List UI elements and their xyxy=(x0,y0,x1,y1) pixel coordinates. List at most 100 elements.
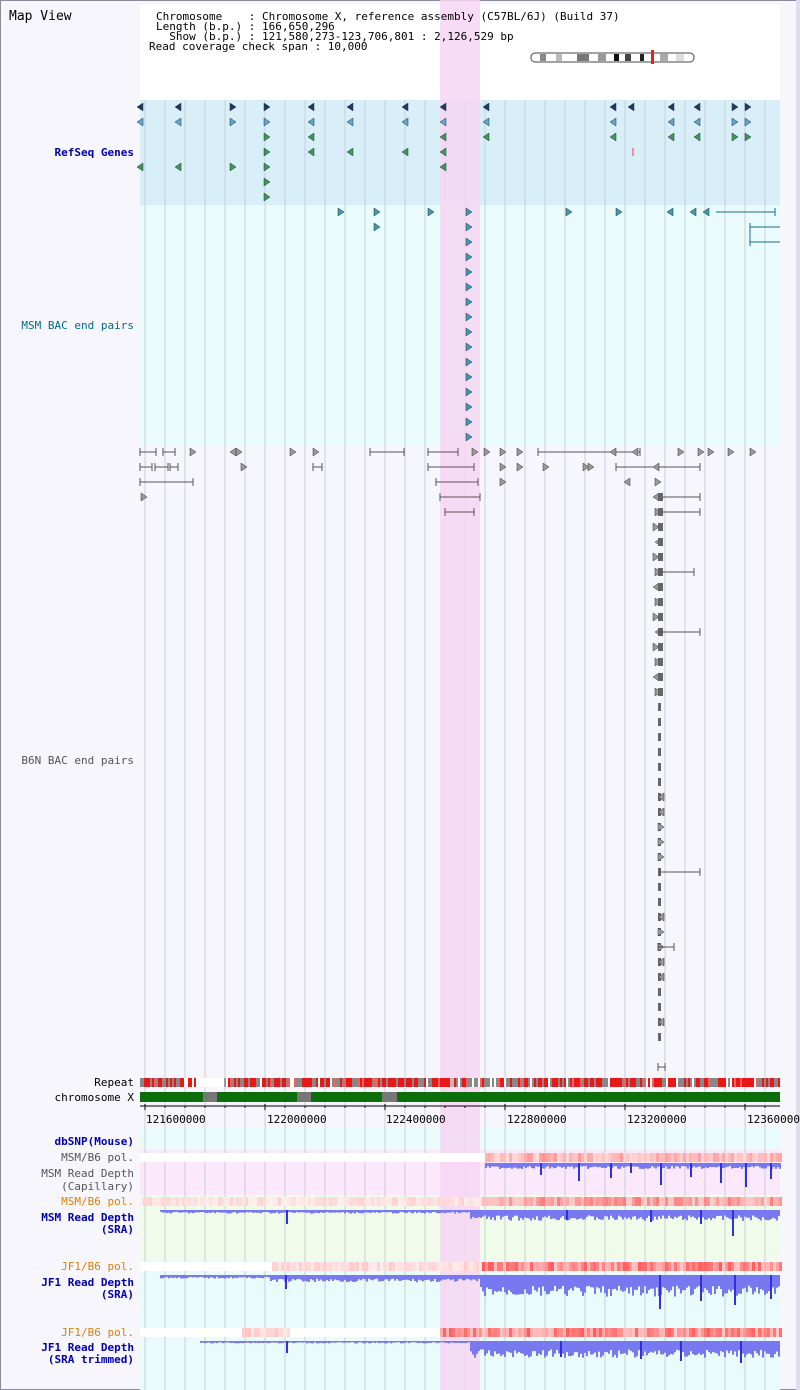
pol-segment xyxy=(215,1328,218,1337)
repeat-segment xyxy=(558,1078,560,1087)
pol-segment xyxy=(149,1262,152,1271)
selection-highlight[interactable] xyxy=(440,0,480,1390)
pol-segment xyxy=(683,1153,686,1162)
depth-bar xyxy=(772,1341,774,1358)
depth-bar xyxy=(746,1341,748,1355)
repeat-segment xyxy=(456,1078,458,1087)
bac-end xyxy=(666,207,674,217)
depth-bar xyxy=(638,1210,640,1219)
track-label-msm-depth-sra[interactable]: MSM Read Depth xyxy=(41,1211,134,1224)
track-label-refseq[interactable]: RefSeq Genes xyxy=(54,146,134,159)
depth-bar xyxy=(320,1275,322,1280)
pol-segment xyxy=(506,1262,509,1271)
depth-bar xyxy=(258,1275,260,1278)
depth-bar xyxy=(574,1210,576,1219)
track-label-dbsnp[interactable]: dbSNP(Mouse) xyxy=(54,1135,134,1148)
repeat-segment xyxy=(386,1078,388,1087)
track-label-msm-b6-pol-2[interactable]: MSM/B6 pol. xyxy=(61,1195,134,1208)
pol-segment xyxy=(380,1262,383,1271)
depth-bar xyxy=(468,1275,470,1280)
depth-bar xyxy=(236,1210,238,1214)
pol-segment xyxy=(224,1262,227,1271)
depth-bar xyxy=(414,1210,416,1212)
pol-segment xyxy=(554,1153,557,1162)
pol-segment xyxy=(728,1153,731,1162)
pol-segment xyxy=(512,1197,515,1206)
pol-segment xyxy=(614,1197,617,1206)
repeat-segment xyxy=(772,1078,774,1087)
pol-segment xyxy=(662,1262,665,1271)
pol-segment xyxy=(701,1328,704,1337)
depth-bar xyxy=(252,1210,254,1214)
depth-bar xyxy=(756,1210,758,1218)
b6n-bac-features[interactable] xyxy=(139,447,757,1071)
depth-bar xyxy=(456,1341,458,1343)
depth-bar xyxy=(444,1341,446,1343)
depth-bar xyxy=(737,1163,739,1169)
pol-segment xyxy=(641,1153,644,1162)
pol-segment xyxy=(206,1262,209,1271)
track-label-b6n-bac[interactable]: B6N BAC end pairs xyxy=(21,754,134,767)
repeat-segment xyxy=(576,1078,578,1087)
repeat-segment xyxy=(262,1078,264,1087)
chromosome-bar[interactable] xyxy=(140,1092,780,1102)
track-label-repeat[interactable]: Repeat xyxy=(94,1076,134,1089)
track-label-jf1-depth-sra[interactable]: JF1 Read Depth xyxy=(41,1276,134,1289)
polymorphism-tracks[interactable] xyxy=(140,1153,782,1337)
depth-bar xyxy=(504,1341,506,1357)
pol-segment xyxy=(479,1328,482,1337)
pol-segment xyxy=(290,1328,293,1337)
pol-segment xyxy=(359,1197,362,1206)
refseq-gene-features[interactable] xyxy=(136,102,752,202)
depth-bar xyxy=(266,1210,268,1213)
depth-bar xyxy=(184,1210,186,1213)
depth-bar xyxy=(332,1210,334,1213)
depth-bar xyxy=(491,1163,493,1167)
depth-bar xyxy=(763,1163,765,1169)
repeat-segment xyxy=(662,1078,664,1087)
depth-bar xyxy=(420,1275,422,1281)
bac-block xyxy=(658,703,661,711)
bac-end xyxy=(235,447,243,457)
depth-bar xyxy=(294,1341,296,1344)
pol-segment xyxy=(509,1328,512,1337)
depth-bar xyxy=(396,1275,398,1280)
depth-bar xyxy=(574,1341,576,1353)
depth-bar xyxy=(701,1163,703,1169)
depth-bar xyxy=(572,1275,574,1291)
depth-bar xyxy=(338,1275,340,1281)
depth-bar xyxy=(751,1163,753,1167)
repeat-segment xyxy=(774,1078,776,1087)
depth-bar xyxy=(560,1275,562,1289)
repeat-track[interactable] xyxy=(140,1078,780,1087)
bac-end xyxy=(707,447,715,457)
pol-segment xyxy=(398,1328,401,1337)
pol-segment xyxy=(740,1328,743,1337)
pol-segment xyxy=(779,1328,782,1337)
track-label-msm-depth-capillary[interactable]: MSM Read Depth xyxy=(41,1167,134,1180)
pol-segment xyxy=(488,1197,491,1206)
pol-segment xyxy=(230,1197,233,1206)
pol-segment xyxy=(188,1262,191,1271)
pol-segment xyxy=(665,1197,668,1206)
gene-arrow xyxy=(307,102,315,112)
pol-segment xyxy=(317,1262,320,1271)
read-depth-tracks[interactable] xyxy=(160,1163,781,1363)
track-label-msm-bac[interactable]: MSM BAC end pairs xyxy=(21,319,134,332)
depth-bar xyxy=(252,1275,254,1279)
track-label-chromosome[interactable]: chromosome X xyxy=(54,1091,134,1104)
track-label-jf1-b6-pol-1[interactable]: JF1/B6 pol. xyxy=(61,1260,134,1273)
track-label-jf1-b6-pol-2[interactable]: JF1/B6 pol. xyxy=(61,1326,134,1339)
depth-bar xyxy=(778,1275,780,1287)
depth-bar xyxy=(674,1275,676,1297)
track-label-jf1-depth-trimmed[interactable]: JF1 Read Depth xyxy=(41,1341,134,1354)
depth-bar xyxy=(372,1341,374,1343)
repeat-segment xyxy=(634,1078,636,1087)
depth-bar xyxy=(516,1341,518,1354)
track-label-msm-b6-pol-1[interactable]: MSM/B6 pol. xyxy=(61,1151,134,1164)
chromosome-ideogram[interactable] xyxy=(530,50,695,64)
msm-bac-features[interactable] xyxy=(337,207,780,442)
pol-segment xyxy=(287,1262,290,1271)
pol-segment xyxy=(611,1197,614,1206)
